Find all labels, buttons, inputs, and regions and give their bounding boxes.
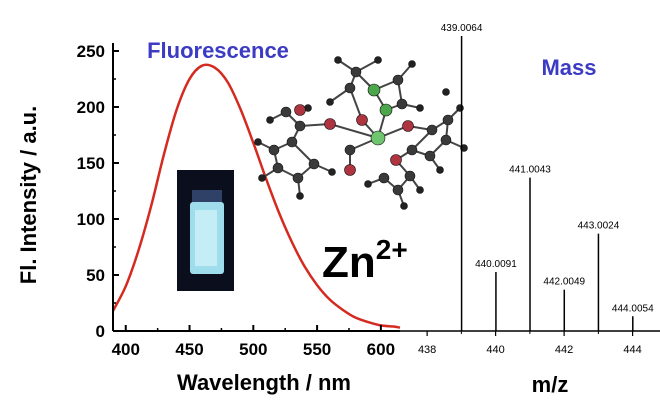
hydrogen-atom [416, 186, 424, 194]
carbon-atom [294, 120, 306, 132]
carbon-atom [268, 144, 280, 156]
molecule-bond [329, 123, 379, 139]
fluorescence-title: Fluorescence [147, 38, 289, 63]
hydrogen-atom [364, 180, 372, 188]
hydrogen-atom [374, 56, 382, 64]
carbon-atom [406, 144, 418, 156]
carbon-atom [280, 106, 292, 118]
x-tick-label: 550 [303, 340, 331, 359]
hydrogen-atom [456, 104, 464, 112]
ion-charge: 2+ [376, 234, 408, 265]
x-tick-label: 450 [175, 340, 203, 359]
y-tick-label: 50 [86, 266, 105, 285]
fluorescence-panel: Fluorescence Fl. Intensity / a.u. Wavele… [16, 38, 401, 395]
x-tick-label: 400 [112, 340, 140, 359]
y-tick-label: 100 [77, 210, 105, 229]
y-tick-label: 150 [77, 154, 105, 173]
hydrogen-atom [258, 174, 266, 182]
carbon-atom [272, 162, 284, 174]
hydrogen-atom [408, 60, 416, 68]
hydrogen-atom [436, 166, 444, 174]
mass-peak-label: 439.0064 [441, 23, 483, 34]
y-tick-label: 0 [96, 322, 105, 341]
hydrogen-atom [254, 138, 262, 146]
mass-x-tick-label: 444 [623, 344, 641, 356]
carbon-atom [308, 158, 320, 170]
carbon-atom [378, 172, 390, 184]
zinc-ion-label: Zn2+ [322, 234, 408, 287]
mass-peak-label: 442.0049 [543, 277, 585, 288]
mass-x-axis-label: m/z [532, 372, 569, 397]
mass-x-tick-label: 440 [486, 344, 504, 356]
oxygen-atom [402, 120, 414, 132]
mass-peak-label: 441.0043 [509, 165, 551, 176]
carbon-atom [426, 124, 438, 136]
carbon-atom [392, 184, 404, 196]
mass-peak-label: 444.0054 [612, 303, 654, 314]
carbon-atom [344, 144, 356, 156]
oxygen-atom [344, 164, 356, 176]
mass-x-tick-label: 442 [555, 344, 573, 356]
carbon-atom [392, 74, 404, 86]
fluorescence-y-axis-label: Fl. Intensity / a.u. [16, 106, 41, 284]
carbon-atom [286, 136, 298, 148]
hydrogen-atom [328, 168, 336, 176]
carbon-atom [292, 172, 304, 184]
fluorescence-x-axis-label: Wavelength / nm [177, 370, 351, 395]
hydrogen-atom [334, 56, 342, 64]
mass-peak-label: 443.0024 [578, 221, 620, 232]
nitrogen-atom [379, 103, 393, 117]
hydrogen-atom [266, 116, 274, 124]
ion-base: Zn [322, 238, 376, 287]
vial-photo [177, 170, 234, 291]
carbon-atom [442, 114, 454, 126]
y-tick-label: 250 [77, 42, 105, 61]
zinc-atom [370, 130, 386, 146]
carbon-atom [396, 98, 408, 110]
molecule-structure [254, 56, 468, 210]
oxygen-atom [356, 114, 368, 126]
mass-x-tick-label: 438 [418, 344, 436, 356]
hydrogen-atom [442, 88, 450, 96]
oxygen-atom [324, 118, 336, 130]
carbon-atom [344, 82, 356, 94]
nitrogen-atom [367, 83, 381, 97]
mass-peak-label: 440.0091 [475, 259, 517, 270]
hydrogen-atom [326, 98, 334, 106]
carbon-atom [424, 150, 436, 162]
mass-panel: Mass m/z 438 440 442 444 439.0064 440.0091 441… [400, 23, 660, 397]
carbon-atom [440, 134, 452, 146]
x-tick-label: 500 [239, 340, 267, 359]
mass-title: Mass [541, 55, 596, 80]
carbon-atom [404, 170, 416, 182]
y-tick-label: 200 [77, 98, 105, 117]
hydrogen-atom [296, 192, 304, 200]
fluorescence-curve [111, 63, 401, 329]
carbon-atom [350, 66, 362, 78]
oxygen-atom [294, 104, 306, 116]
x-tick-label: 600 [367, 340, 395, 359]
oxygen-atom [390, 154, 402, 166]
hydrogen-atom [416, 104, 424, 112]
hydrogen-atom [400, 202, 408, 210]
